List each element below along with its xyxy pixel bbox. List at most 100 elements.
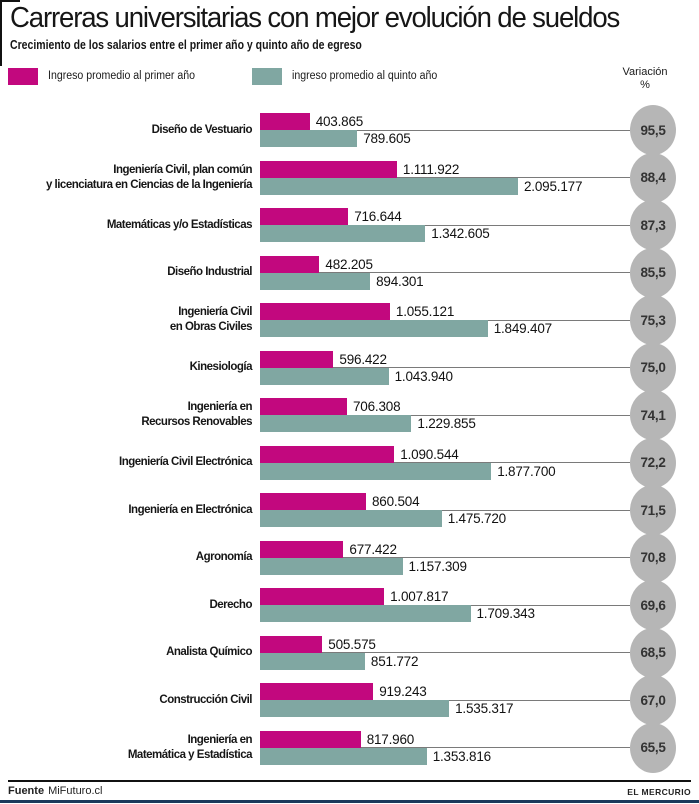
value-first-year: 817.960 bbox=[366, 731, 415, 747]
category-label: Analista Químico bbox=[166, 646, 252, 658]
bar-line-fifth-year: 1.877.700 bbox=[260, 462, 630, 480]
legend-label-fifth-year: ingreso promedio al quinto año bbox=[291, 70, 438, 82]
bar-group: 596.422 1.043.940 bbox=[260, 350, 630, 385]
bar-line-fifth-year: 1.475.720 bbox=[260, 510, 630, 527]
variation-header-line1: Variación bbox=[622, 66, 668, 78]
bar-first-year bbox=[260, 398, 347, 415]
bar-line-first-year: 596.422 bbox=[260, 350, 630, 368]
connector-line bbox=[260, 272, 630, 273]
variation-badge: 65,5 bbox=[630, 722, 676, 773]
chart-row: Ingeniería en Recursos Renovables 706.308… bbox=[8, 390, 691, 440]
variation-badge: 75,0 bbox=[630, 342, 676, 393]
bar-first-year bbox=[260, 683, 374, 700]
category-label: Diseño Industrial bbox=[167, 266, 252, 278]
bar-fifth-year bbox=[260, 462, 492, 480]
bar-fifth-year bbox=[260, 415, 412, 432]
category-label: Ingeniería Civil en Obras Civiles bbox=[169, 306, 253, 333]
bar-line-first-year: 716.644 bbox=[260, 208, 630, 225]
bar-group: 1.111.922 2.095.177 bbox=[260, 160, 630, 195]
legend-item-first-year: Ingreso promedio al primer año bbox=[8, 67, 208, 85]
category-label: Diseño de Vestuario bbox=[151, 123, 253, 136]
connector-line bbox=[260, 367, 630, 368]
bar-group: 482.205 894.301 bbox=[260, 255, 630, 290]
bar-first-year bbox=[260, 730, 361, 748]
bar-line-first-year: 706.308 bbox=[260, 398, 630, 415]
page-title: Carreras universitarias con mejor evoluc… bbox=[10, 2, 620, 34]
value-fifth-year: 1.342.605 bbox=[431, 226, 490, 241]
bar-line-first-year: 1.007.817 bbox=[260, 588, 630, 605]
connector-line bbox=[260, 129, 630, 131]
bar-line-first-year: 403.865 bbox=[260, 113, 630, 130]
chart-row: Ingeniería en Matemática y Estadística 81… bbox=[8, 722, 691, 773]
legend: Ingreso promedio al primer año ingreso p… bbox=[8, 67, 691, 85]
bar-group: 1.055.121 1.849.407 bbox=[260, 303, 630, 337]
bar-line-first-year: 1.055.121 bbox=[260, 303, 630, 320]
variation-badge: 72,2 bbox=[630, 437, 676, 488]
connector-line bbox=[260, 652, 630, 653]
bar-line-first-year: 482.205 bbox=[260, 255, 630, 273]
variation-badge: 75,3 bbox=[630, 295, 676, 345]
chart-row: Agronomía 677.422 1.157.309 70,8 bbox=[8, 532, 691, 583]
variation-column: 72,2 bbox=[630, 437, 676, 488]
variation-badge: 87,3 bbox=[630, 200, 676, 250]
bar-line-first-year: 860.504 bbox=[260, 493, 630, 510]
bar-group: 677.422 1.157.309 bbox=[260, 540, 630, 575]
connector-line bbox=[260, 509, 630, 511]
category-label: Derecho bbox=[209, 598, 252, 611]
source-value: MiFuturo.cl bbox=[48, 784, 103, 797]
chart-row: Ingeniería Civil, plan común y licenciat… bbox=[8, 152, 691, 203]
bar-group: 1.090.544 1.877.700 bbox=[260, 445, 630, 480]
variation-column: 65,5 bbox=[630, 722, 676, 773]
bar-line-fifth-year: 894.301 bbox=[260, 272, 630, 290]
legend-label-first-year: Ingreso promedio al primer año bbox=[48, 70, 196, 82]
source-label: Fuente bbox=[8, 784, 45, 797]
value-fifth-year: 1.475.720 bbox=[447, 511, 506, 526]
window-edge-bar bbox=[0, 800, 699, 803]
bar-first-year bbox=[260, 113, 310, 130]
bar-group: 505.575 851.772 bbox=[260, 635, 630, 670]
bar-first-year bbox=[260, 588, 385, 605]
value-first-year: 716.644 bbox=[354, 209, 402, 224]
first-year-swatch-icon bbox=[8, 67, 38, 85]
value-fifth-year: 851.772 bbox=[370, 653, 419, 669]
bar-first-year bbox=[260, 208, 349, 225]
value-first-year: 482.205 bbox=[325, 256, 373, 272]
bar-fifth-year bbox=[260, 130, 358, 147]
chart-row: Analista Químico 505.575 851.772 68,5 bbox=[8, 627, 691, 678]
bar-group: 817.960 1.353.816 bbox=[260, 730, 630, 765]
variation-header-line2: % bbox=[640, 79, 650, 91]
value-fifth-year: 1.535.317 bbox=[455, 701, 514, 716]
bar-group: 919.243 1.535.317 bbox=[260, 683, 630, 717]
page-border-top bbox=[0, 0, 20, 2]
bar-first-year bbox=[260, 445, 395, 463]
value-first-year: 677.422 bbox=[349, 541, 397, 557]
category-label: Kinesiología bbox=[189, 361, 253, 373]
variation-column: 75,3 bbox=[630, 295, 676, 345]
variation-column: 70,8 bbox=[630, 532, 676, 583]
bar-fifth-year bbox=[260, 652, 365, 670]
category-label: Construcción Civil bbox=[159, 693, 252, 706]
chart-row: Ingeniería en Electrónica 860.504 1.475.72… bbox=[8, 485, 691, 535]
bar-line-fifth-year: 1.043.940 bbox=[260, 367, 630, 385]
bar-fifth-year bbox=[260, 557, 403, 575]
variation-badge: 68,5 bbox=[630, 627, 676, 678]
value-fifth-year: 894.301 bbox=[376, 273, 424, 289]
variation-badge: 95,5 bbox=[630, 105, 676, 155]
bar-first-year bbox=[260, 303, 390, 320]
value-first-year: 505.575 bbox=[328, 636, 376, 652]
chart-row: Diseño de Vestuario 403.865 789.605 95,5 bbox=[8, 105, 691, 155]
value-first-year: 1.055.121 bbox=[395, 304, 455, 319]
bar-line-fifth-year: 851.772 bbox=[260, 652, 630, 670]
category-label: Agronomía bbox=[195, 551, 253, 563]
variation-column-header: Variación % bbox=[613, 66, 677, 92]
bar-first-year bbox=[260, 635, 323, 653]
value-first-year: 1.007.817 bbox=[390, 589, 449, 604]
variation-badge: 69,6 bbox=[630, 580, 676, 630]
bar-group: 716.644 1.342.605 bbox=[260, 208, 630, 242]
bar-fifth-year bbox=[260, 747, 427, 765]
chart-row: Ingeniería Civil Electrónica 1.090.544 1.8… bbox=[8, 437, 691, 488]
bar-line-fifth-year: 1.342.605 bbox=[260, 225, 630, 242]
variation-badge: 67,0 bbox=[630, 675, 676, 725]
value-first-year: 596.422 bbox=[339, 351, 387, 367]
value-first-year: 919.243 bbox=[379, 684, 427, 699]
